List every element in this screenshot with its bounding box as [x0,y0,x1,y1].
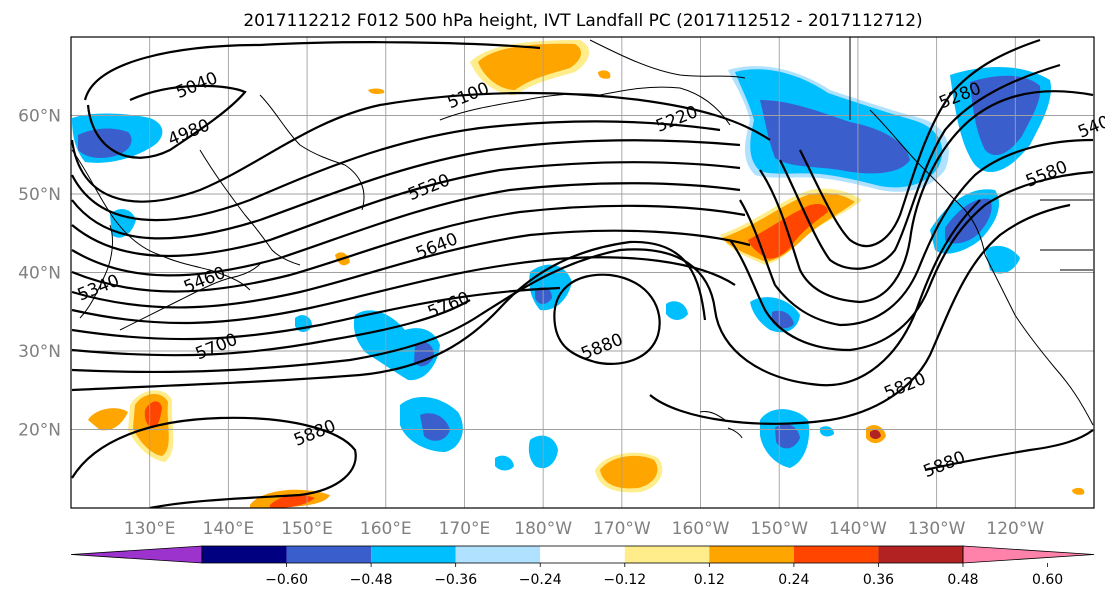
longitude-label: 140°W [829,519,887,539]
negative-area [110,208,136,238]
figure-title: 2017112212 F012 500 hPa height, IVT Land… [243,11,922,31]
negative-area [420,413,450,441]
latitude-label: 40°N [18,264,61,284]
hawaii-coastline [699,411,743,439]
negative-area [760,100,910,174]
colorbar-segment [709,546,794,563]
height-contours [71,38,1094,508]
positive-area [270,494,315,508]
positive-area [144,401,162,428]
positive-area [368,88,385,94]
longitude-label: 130°E [124,519,176,539]
colorbar-segment [371,546,456,563]
latitude-label: 50°N [18,185,61,205]
latitude-labels: 20°N 30°N 40°N 50°N 60°N [18,107,61,441]
contour-line [739,138,1094,327]
negative-area [772,310,794,329]
colorbar-label: −0.24 [519,572,562,588]
positive-area [598,70,611,79]
longitude-label: 120°W [986,519,1044,539]
colorbar-label: −0.60 [265,572,308,588]
positive-area [478,43,582,90]
longitude-labels: 130°E 140°E 150°E 160°E 170°E 180°W 170°W 160°W… [124,519,1045,539]
contour-line [86,84,247,159]
longitude-label: 140°E [203,519,255,539]
colorbar-segment [793,546,879,563]
colorbar-segment [286,546,372,563]
negative-area [985,245,1020,274]
colorbar-label: 0.60 [1032,572,1063,588]
positive-area [600,455,658,489]
longitude-label: 150°E [281,519,333,539]
longitude-label: 170°E [439,519,491,539]
latitude-label: 20°N [18,421,61,441]
japan-coastline [119,261,263,331]
contour-line [759,90,1094,304]
contour-line [729,170,1094,352]
longitude-label: 160°W [672,519,730,539]
colorbar-label: 0.24 [778,572,809,588]
colorbar-label: −0.48 [350,572,393,588]
contour-line [71,161,741,258]
longitude-label: 130°W [908,519,966,539]
contour-line [71,256,736,325]
contour-line [83,41,541,101]
alaska-north-coastline [589,39,746,79]
longitude-label: 170°W [593,519,651,539]
negative-area [495,455,514,471]
contour-line [71,204,746,293]
colorbar-segment [455,546,541,563]
colorbar-label: 0.36 [863,572,894,588]
us-west-coastline [984,254,1094,426]
contour-line [71,91,771,203]
sakhalin-coastline [199,149,301,266]
colorbar-segment [878,546,963,563]
contour-line [553,273,661,365]
longitude-label: 150°W [750,519,808,539]
colorbar-label: −0.12 [603,572,646,588]
canada-coastline [869,109,986,256]
positive-area [88,408,128,431]
colorbar-segment [202,546,287,563]
latitude-label: 60°N [18,107,61,127]
colorbar-extend-low [70,545,203,564]
colorbar-extend-high [962,545,1095,564]
state-borders [1040,199,1093,271]
colorbar-label: 0.48 [947,572,978,588]
negative-area [414,342,434,367]
contour-line [71,182,741,277]
contour-line [71,416,357,508]
contour-line [779,63,1061,270]
alaska-peninsula-coastline [599,86,731,126]
contour-line [71,120,721,222]
colorbar-label: −0.36 [434,572,477,588]
contour-line [71,286,561,341]
korea-china-coastline [79,224,113,319]
colorbar-label: 0.12 [694,572,725,588]
positive-area [870,429,881,439]
negative-area [775,424,800,449]
negative-area [666,301,688,320]
colorbar: −0.60 −0.48 −0.36 −0.24 −0.12 0.12 0.24 0.36 0.4… [70,545,1095,588]
map-frame [70,36,1095,509]
colorbar-segment [540,546,625,563]
contour-line [71,240,707,392]
contour-line [71,229,751,309]
latitude-label: 30°N [18,342,61,362]
negative-area [820,426,834,437]
contour-line [71,139,741,240]
contour-line [799,38,1041,247]
colorbar-segment [624,546,710,563]
longitude-label: 180°W [514,519,572,539]
contour-line [71,199,981,387]
contour-line [71,299,471,357]
contour-line [924,429,1094,472]
positive-area [1072,487,1085,495]
contour-line [649,203,1071,425]
longitude-label: 160°E [360,519,412,539]
colorbar-frame [201,545,964,564]
